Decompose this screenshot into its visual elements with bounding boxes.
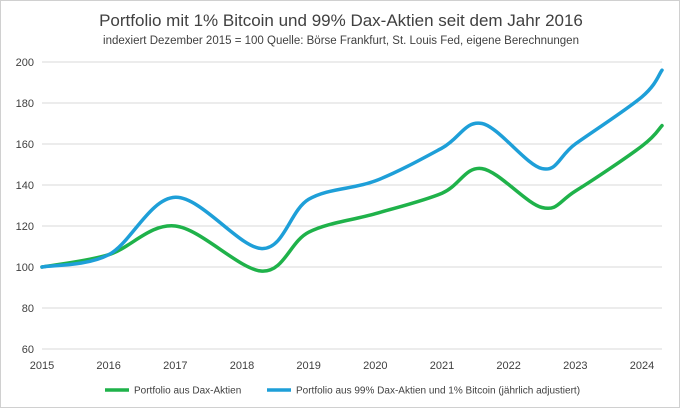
- legend-label: Portfolio aus 99% Dax-Aktien und 1% Bitc…: [296, 386, 580, 397]
- chart-subtitle: indexiert Dezember 2015 = 100 Quelle: Bö…: [103, 35, 579, 47]
- series-lines: [40, 68, 664, 273]
- x-tick-label: 2016: [96, 360, 120, 372]
- x-tick-label: 2017: [163, 360, 187, 372]
- x-tick-label: 2024: [630, 360, 654, 372]
- x-tick-label: 2021: [430, 360, 454, 372]
- x-axis-ticks: 2015 2016 2017 2018 2019 2020 2021 2022 2023 2024: [30, 360, 654, 372]
- chart-title: Portfolio mit 1% Bitcoin und 99% Dax-Akt…: [99, 11, 583, 30]
- y-tick-label: 60: [22, 344, 34, 356]
- series-line-dax-bitcoin: [40, 68, 664, 269]
- legend: Portfolio aus Dax-Aktien Portfolio aus 99…: [105, 386, 580, 397]
- y-axis-ticks: 60 80 100 120 140 160 180 200: [16, 57, 34, 356]
- y-tick-label: 100: [16, 262, 34, 274]
- y-tick-label: 80: [22, 303, 34, 315]
- y-tick-label: 200: [16, 57, 34, 69]
- y-tick-label: 120: [16, 221, 34, 233]
- legend-label: Portfolio aus Dax-Aktien: [134, 386, 241, 397]
- gridlines: [42, 61, 662, 350]
- x-tick-label: 2019: [296, 360, 320, 372]
- y-tick-label: 160: [16, 139, 34, 151]
- y-tick-label: 180: [16, 98, 34, 110]
- series-line-dax: [40, 123, 664, 273]
- y-tick-label: 140: [16, 180, 34, 192]
- x-tick-label: 2020: [363, 360, 387, 372]
- x-tick-label: 2015: [30, 360, 54, 372]
- x-tick-label: 2022: [496, 360, 520, 372]
- x-tick-label: 2023: [563, 360, 587, 372]
- x-tick-label: 2018: [230, 360, 254, 372]
